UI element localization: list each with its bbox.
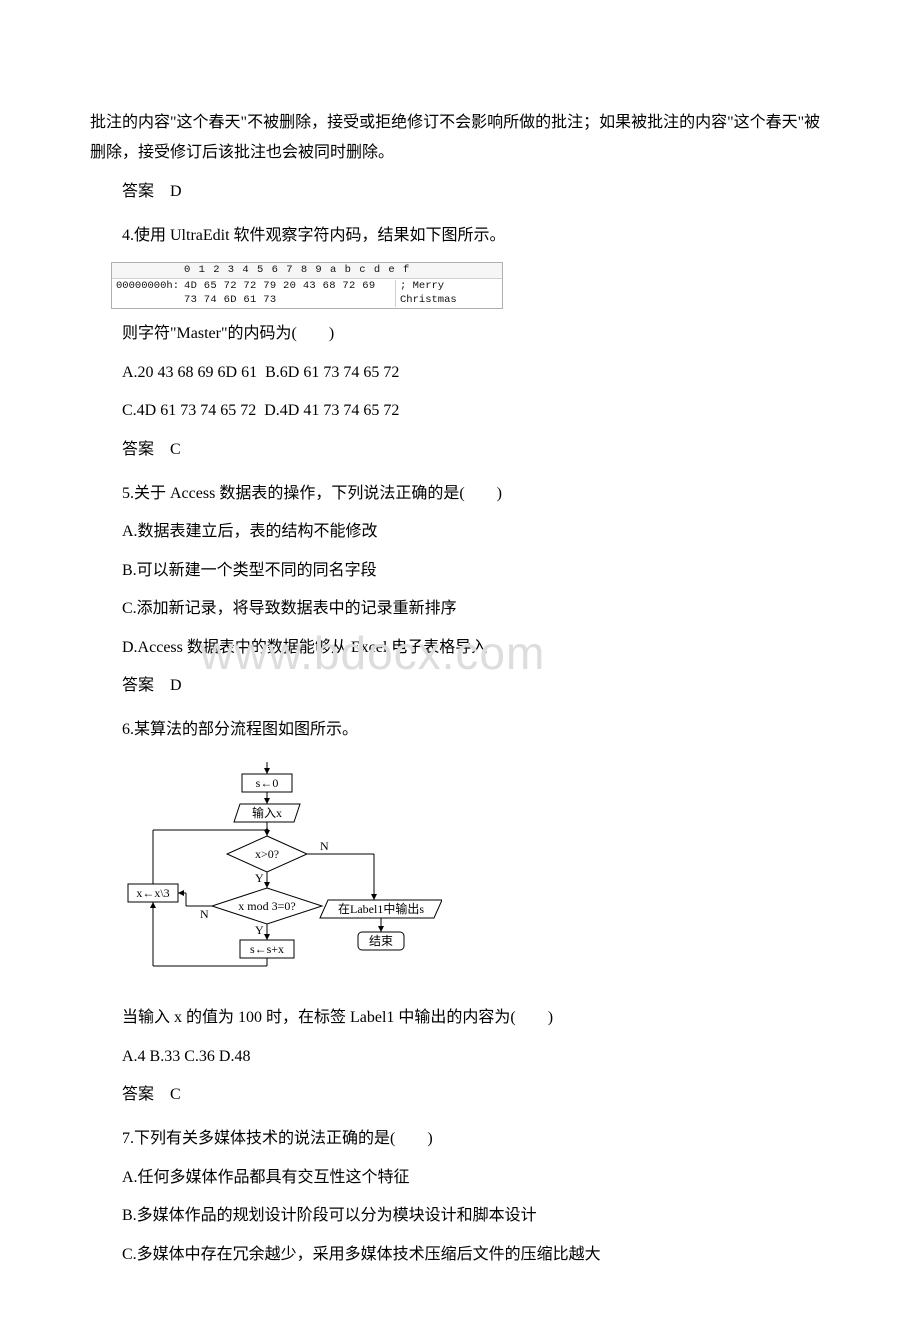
q4-stem: 4.使用 UltraEdit 软件观察字符内码，结果如下图所示。 bbox=[90, 221, 830, 251]
q6-answer: 答案 C bbox=[90, 1080, 830, 1110]
q4-optC: C.4D 61 73 74 65 72 bbox=[122, 402, 256, 419]
ultraedit-hex: 4D 65 72 72 79 20 43 68 72 69 73 74 6D 6… bbox=[184, 280, 395, 307]
svg-text:s←s+x: s←s+x bbox=[250, 942, 284, 956]
answer-label: 答案 bbox=[122, 1086, 170, 1103]
q4-options-row2: C.4D 61 73 74 65 72 D.4D 41 73 74 65 72 bbox=[90, 396, 830, 426]
q3-answer: 答案 D bbox=[90, 177, 830, 207]
q4-answer-value: C bbox=[170, 441, 181, 458]
svg-text:x>0?: x>0? bbox=[255, 847, 279, 861]
q5-optB: B.可以新建一个类型不同的同名字段 bbox=[90, 556, 830, 586]
q5-answer: 答案 D bbox=[90, 671, 830, 701]
q4-optA: A.20 43 68 69 6D 61 bbox=[122, 364, 257, 381]
answer-label: 答案 bbox=[122, 441, 170, 458]
q7-stem: 7.下列有关多媒体技术的说法正确的是( ) bbox=[90, 1124, 830, 1154]
svg-text:输入x: 输入x bbox=[252, 805, 282, 820]
q6-stem: 6.某算法的部分流程图如图所示。 bbox=[90, 715, 830, 745]
svg-text:s←0: s←0 bbox=[256, 776, 279, 790]
q4-optB: B.6D 61 73 74 65 72 bbox=[265, 364, 399, 381]
answer-label: 答案 bbox=[122, 183, 170, 200]
q5-optC: C.添加新记录，将导致数据表中的记录重新排序 bbox=[90, 594, 830, 624]
svg-text:N: N bbox=[200, 907, 209, 921]
intro-text: 批注的内容"这个春天"不被删除，接受或拒绝修订不会影响所做的批注；如果被批注的内… bbox=[90, 108, 830, 169]
flowchart: s←0 输入x x>0? N 在Label1中输出s 结束 Y bbox=[122, 762, 830, 983]
svg-text:x mod 3=0?: x mod 3=0? bbox=[238, 899, 295, 913]
q4-ask: 则字符"Master"的内码为( ) bbox=[90, 319, 830, 349]
answer-label: 答案 bbox=[122, 677, 170, 694]
q5-answer-value: D bbox=[170, 677, 182, 694]
q4-optD: D.4D 41 73 74 65 72 bbox=[264, 402, 399, 419]
q7-optB: B.多媒体作品的规划设计阶段可以分为模块设计和脚本设计 bbox=[90, 1201, 830, 1231]
svg-text:N: N bbox=[320, 839, 329, 853]
ultraedit-view: 0 1 2 3 4 5 6 7 8 9 a b c d e f 00000000… bbox=[111, 262, 503, 310]
q5-optD: D.Access 数据表中的数据能够从 Excel 电子表格导入 bbox=[90, 633, 830, 663]
ultraedit-header: 0 1 2 3 4 5 6 7 8 9 a b c d e f bbox=[112, 263, 502, 279]
q4-options-row1: A.20 43 68 69 6D 61 B.6D 61 73 74 65 72 bbox=[90, 358, 830, 388]
q6-ask: 当输入 x 的值为 100 时，在标签 Label1 中输出的内容为( ) bbox=[90, 1003, 830, 1033]
q6-opts: A.4 B.33 C.36 D.48 bbox=[90, 1042, 830, 1072]
q7-optC: C.多媒体中存在冗余越少，采用多媒体技术压缩后文件的压缩比越大 bbox=[90, 1240, 830, 1270]
q7-optA: A.任何多媒体作品都具有交互性这个特征 bbox=[90, 1163, 830, 1193]
svg-text:在Label1中输出s: 在Label1中输出s bbox=[338, 901, 424, 916]
svg-text:Y: Y bbox=[255, 923, 264, 937]
q5-stem: 5.关于 Access 数据表的操作，下列说法正确的是( ) bbox=[90, 479, 830, 509]
q6-answer-value: C bbox=[170, 1086, 181, 1103]
ultraedit-row: 00000000h: 4D 65 72 72 79 20 43 68 72 69… bbox=[112, 278, 502, 308]
ultraedit-ascii: ; Merry Christmas bbox=[395, 280, 498, 307]
q5-optA: A.数据表建立后，表的结构不能修改 bbox=[90, 517, 830, 547]
ultraedit-address: 00000000h: bbox=[116, 280, 184, 307]
svg-text:结束: 结束 bbox=[369, 934, 393, 948]
svg-text:x←x\3: x←x\3 bbox=[136, 886, 169, 900]
q3-answer-value: D bbox=[170, 183, 182, 200]
svg-text:Y: Y bbox=[255, 871, 264, 885]
q4-answer: 答案 C bbox=[90, 435, 830, 465]
